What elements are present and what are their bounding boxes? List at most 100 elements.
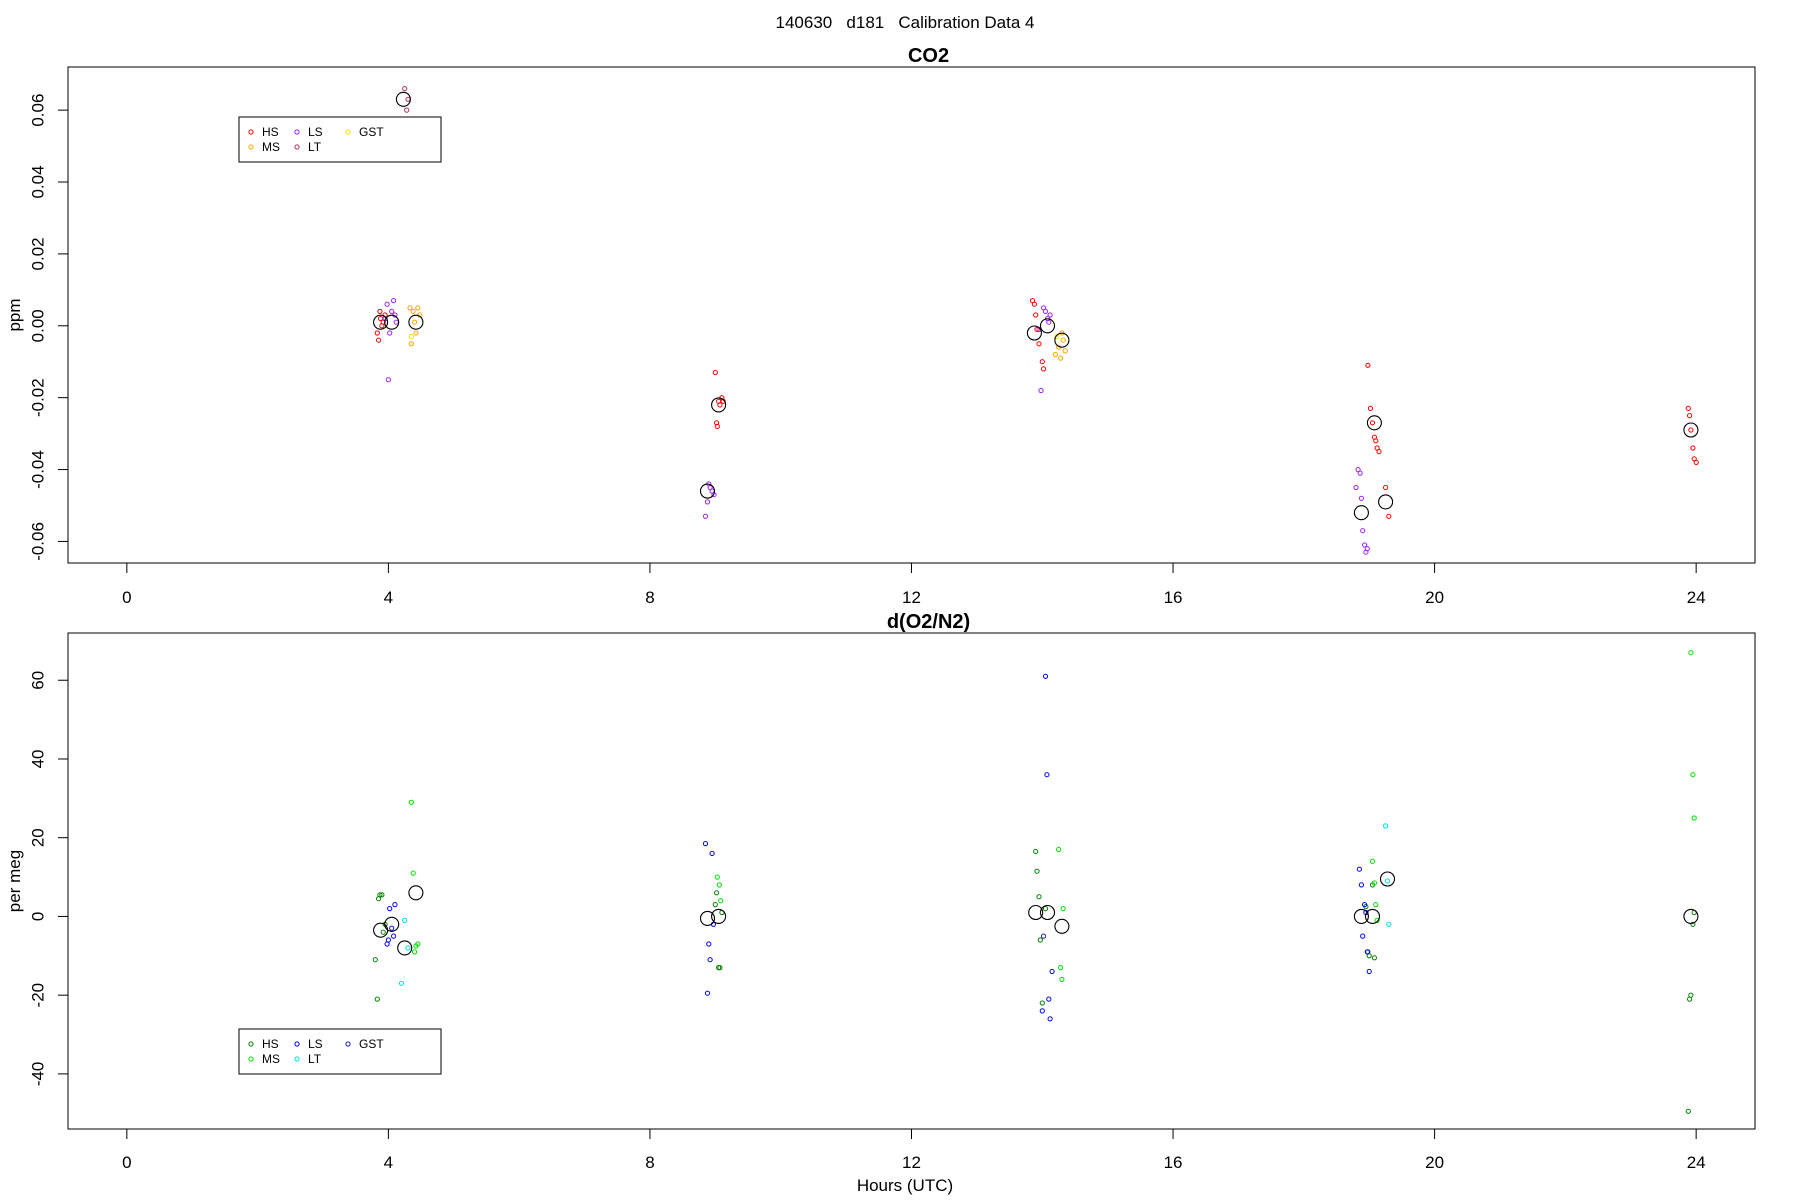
y-tick-label: 0 [29, 912, 48, 921]
data-point [392, 902, 398, 908]
data-point [1371, 880, 1378, 886]
x-tick-label: 4 [384, 588, 393, 607]
chart-panels: CO2 ppm 0 4 8 12 16 20 24 -0.06 -0.04 -0.02 0.00 0.02… [5, 45, 1756, 1172]
data-point [1685, 405, 1691, 411]
data-point [1690, 445, 1696, 451]
data-point [1373, 902, 1379, 908]
data-point [717, 402, 723, 408]
mean-point [1683, 422, 1699, 438]
legend-label-hs: HS [262, 125, 279, 139]
data-point [1049, 968, 1055, 975]
data-point [1366, 953, 1372, 959]
y-tick-label: 0.02 [29, 237, 48, 270]
data-point [1037, 937, 1043, 943]
mean-point [711, 908, 727, 924]
x-tick-label: 12 [902, 1153, 921, 1172]
series-lt [398, 823, 1392, 986]
x-tick-label: 0 [122, 588, 131, 607]
y-axis-label: per meg [5, 850, 24, 912]
data-point [714, 423, 720, 429]
data-point [1357, 470, 1363, 476]
mean-point [1353, 908, 1369, 924]
data-point [1687, 413, 1693, 419]
data-point [1369, 420, 1376, 426]
series-ms [407, 305, 1068, 361]
data-point [1386, 921, 1392, 927]
data-point [389, 308, 395, 314]
data-point [1047, 1016, 1053, 1022]
mean-point [408, 885, 424, 901]
data-point [1356, 866, 1363, 872]
data-point [1039, 1008, 1045, 1014]
data-point [372, 957, 378, 963]
series-mean [373, 871, 1699, 956]
panel-2: d(O2/N2) per meg 0 4 8 12 16 20 24 -40 -20 0 20 40 60 H… [5, 611, 1756, 1172]
data-point [707, 957, 713, 963]
data-point [1364, 949, 1370, 955]
data-point [379, 892, 385, 898]
data-point [1046, 996, 1052, 1002]
legend-marker-lt [294, 144, 300, 150]
series-gst [1041, 933, 1047, 939]
data-point [374, 996, 380, 1002]
y-tick-label: 0.00 [29, 309, 48, 342]
data-point [1358, 495, 1365, 501]
mean-point [1378, 494, 1394, 510]
data-point [706, 941, 712, 947]
series-mean [373, 91, 1699, 521]
mean-point [408, 314, 424, 330]
data-point [1058, 965, 1064, 971]
series-ls [382, 298, 1370, 555]
panel-1: CO2 ppm 0 4 8 12 16 20 24 -0.06 -0.04 -0.02 0.00 0.02… [5, 45, 1756, 607]
data-point [1362, 902, 1368, 908]
data-point [1374, 917, 1380, 924]
data-point [374, 330, 380, 336]
data-point [1041, 366, 1047, 372]
legend-label-hs: HS [262, 1037, 279, 1051]
data-point [415, 305, 421, 311]
legend-marker-hs [248, 1041, 254, 1047]
data-point [1056, 846, 1062, 853]
data-point [1039, 359, 1045, 365]
data-point [1366, 968, 1372, 975]
legend-marker-ls [294, 129, 300, 135]
mean-point [711, 397, 727, 413]
x-tick-label: 24 [1687, 588, 1706, 607]
data-point [714, 890, 720, 896]
x-tick-label: 4 [384, 1153, 393, 1172]
mean-point [1028, 904, 1044, 921]
mean-point [699, 910, 716, 926]
data-point [385, 377, 391, 383]
data-point [1060, 906, 1066, 912]
x-tick-label: 16 [1164, 1153, 1183, 1172]
mean-point [395, 91, 411, 107]
data-point [1036, 341, 1042, 347]
data-point [1369, 858, 1376, 864]
mean-point [1054, 332, 1070, 348]
mean-point [384, 916, 400, 932]
data-point [1384, 878, 1391, 884]
data-point [1047, 312, 1053, 318]
data-point [1688, 992, 1694, 998]
data-point [1353, 484, 1359, 491]
legend-marker-ms [248, 1056, 254, 1062]
x-tick-label: 24 [1687, 1153, 1706, 1172]
data-point [712, 369, 718, 376]
data-point [1033, 848, 1039, 855]
data-point [385, 937, 391, 943]
mean-point [699, 483, 716, 499]
data-point [1373, 438, 1379, 444]
legend-box [238, 1028, 442, 1075]
data-point [1034, 868, 1040, 874]
data-point [714, 874, 720, 880]
data-point [709, 850, 715, 857]
data-point [1383, 484, 1389, 491]
x-tick-label: 20 [1425, 1153, 1444, 1172]
data-point [1360, 933, 1366, 939]
y-tick-label: 0.04 [29, 165, 48, 198]
data-point [1062, 348, 1068, 354]
data-point [1386, 513, 1392, 519]
data-point [1688, 427, 1694, 433]
